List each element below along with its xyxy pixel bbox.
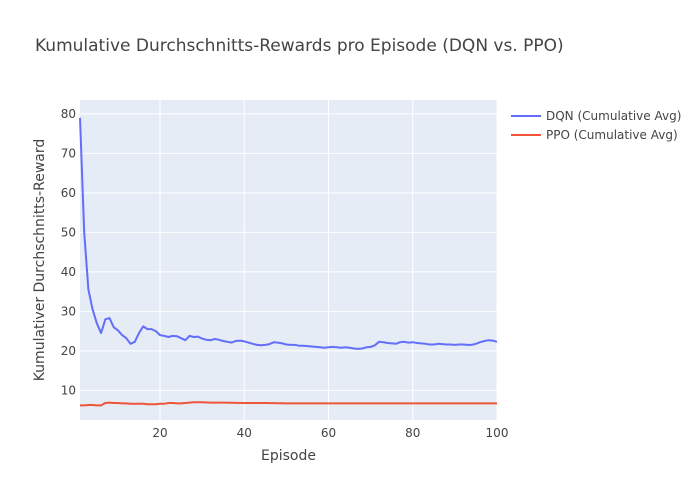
y-tick-label: 50 (61, 225, 76, 239)
legend-item[interactable]: PPO (Cumulative Avg) (511, 128, 678, 142)
y-tick-label: 80 (61, 107, 76, 121)
plot-area (80, 100, 497, 420)
legend: DQN (Cumulative Avg) PPO (Cumulative Avg) (511, 109, 681, 142)
y-tick-label: 60 (61, 186, 76, 200)
x-tick-label: 80 (405, 426, 420, 440)
y-tick-label: 20 (61, 344, 76, 358)
series-line-dqn (79, 117, 498, 350)
x-axis-title: Episode (261, 448, 316, 464)
y-tick-label: 30 (61, 304, 76, 318)
legend-item[interactable]: DQN (Cumulative Avg) (511, 109, 681, 123)
y-tick-label: 70 (61, 146, 76, 160)
y-axis-ticks: 10 20 30 40 50 60 70 80 (61, 107, 76, 398)
x-axis-ticks: 20 40 60 80 100 (152, 426, 508, 440)
y-axis-title: Kumulativer Durchschnitts-Reward (32, 139, 48, 382)
y-tick-label: 10 (61, 383, 76, 397)
x-tick-label: 60 (321, 426, 336, 440)
legend-label: PPO (Cumulative Avg) (546, 128, 678, 142)
y-tick-label: 40 (61, 265, 76, 279)
series-lines (79, 117, 498, 407)
x-tick-label: 40 (237, 426, 252, 440)
grid-lines (80, 100, 498, 420)
series-line-ppo (80, 401, 497, 407)
legend-label: DQN (Cumulative Avg) (546, 109, 681, 123)
x-tick-label: 20 (152, 426, 167, 440)
chart-title: Kumulative Durchschnitts-Rewards pro Epi… (35, 36, 564, 56)
x-tick-label: 100 (486, 426, 509, 440)
